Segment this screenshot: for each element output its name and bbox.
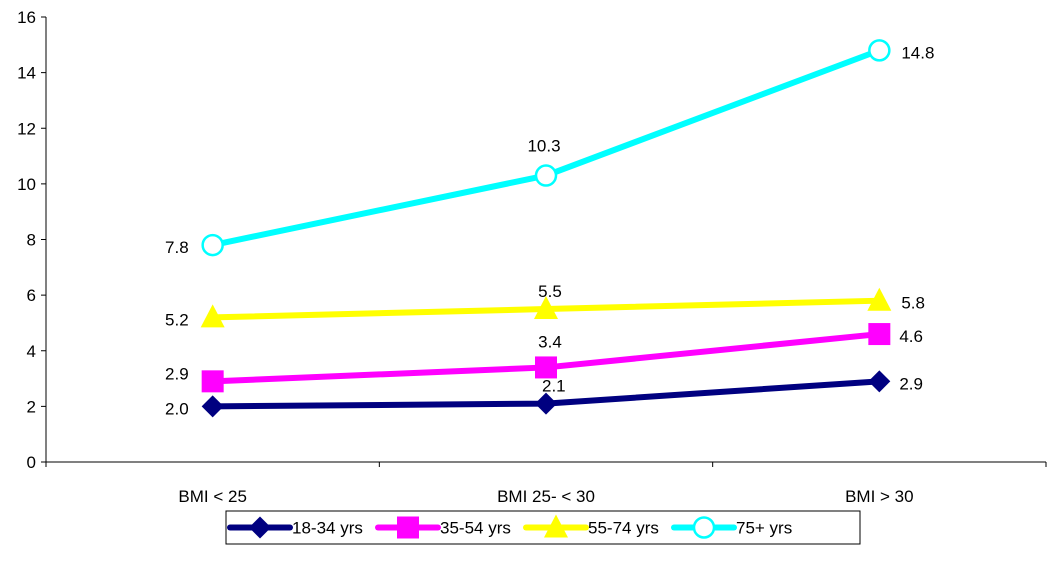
data-label: 4.6	[899, 327, 923, 346]
y-tick-label: 8	[27, 231, 36, 250]
data-label: 5.2	[165, 310, 189, 329]
data-point	[534, 296, 558, 320]
legend-label: 35-54 yrs	[440, 519, 511, 538]
data-point	[534, 164, 558, 187]
series-18-34-yrs	[201, 370, 891, 418]
data-point	[200, 304, 225, 328]
legend-swatch-marker	[692, 516, 716, 539]
data-label-layer: 2.0 2.1 2.9 2.9 3.4 4.6 5.2 5.5 5.8 7.8 10.3 14.8	[165, 43, 934, 418]
x-category-label: BMI > 30	[845, 487, 914, 506]
y-tick-label: 6	[27, 286, 36, 305]
series-layer	[200, 39, 892, 418]
x-category-label: BMI 25- < 30	[497, 487, 595, 506]
data-label: 5.5	[538, 282, 562, 301]
legend-swatch-marker	[397, 516, 419, 539]
data-point	[201, 370, 224, 393]
data-label: 14.8	[901, 43, 934, 62]
data-point	[201, 233, 224, 257]
series-35-54-yrs	[201, 323, 891, 393]
data-label: 5.8	[901, 294, 925, 313]
data-point	[868, 39, 891, 62]
data-label: 3.4	[538, 332, 562, 351]
y-tick-label: 4	[27, 342, 36, 361]
legend-label: 18-34 yrs	[292, 519, 363, 538]
data-label: 2.1	[542, 377, 566, 396]
series-55-74-yrs	[200, 287, 892, 328]
data-point	[535, 356, 557, 379]
data-label: 10.3	[527, 137, 560, 156]
data-label: 2.9	[165, 364, 189, 383]
y-tick-label: 10	[17, 175, 36, 194]
y-tick-label: 14	[17, 64, 36, 83]
data-label: 7.8	[165, 238, 189, 257]
y-tick-label: 2	[27, 397, 36, 416]
legend: 18-34 yrs 35-54 yrs 55-74 yrs 75+ yrs	[225, 510, 861, 545]
axes: 0 2 4 6 8 10 12 14 16 BMI < 25 BMI 25- < 30 BMI > 3…	[17, 8, 1047, 506]
series-75-yrs	[201, 39, 891, 257]
data-point	[868, 323, 891, 346]
legend-swatch-marker	[249, 516, 271, 539]
data-point	[867, 287, 892, 311]
data-point	[535, 392, 557, 415]
data-point	[201, 395, 224, 418]
y-tick-label: 16	[17, 8, 36, 27]
legend-swatch-marker	[544, 514, 568, 538]
legend-label: 75+ yrs	[736, 519, 792, 538]
data-label: 2.9	[899, 374, 923, 393]
y-tick-label: 12	[17, 119, 36, 138]
y-tick-label: 0	[27, 453, 36, 472]
data-point	[868, 370, 891, 393]
legend-label: 55-74 yrs	[588, 519, 659, 538]
x-category-label: BMI < 25	[178, 487, 247, 506]
data-label: 2.0	[165, 399, 189, 418]
